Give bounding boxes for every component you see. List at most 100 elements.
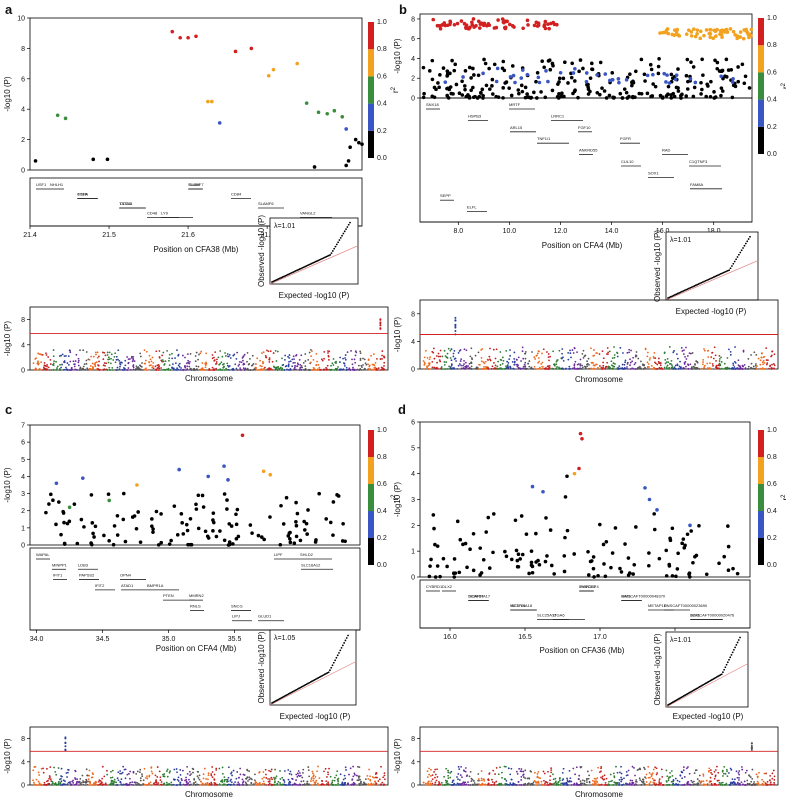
manhattan-point <box>759 363 762 366</box>
manhattan-point <box>117 358 119 361</box>
data-point <box>658 93 663 98</box>
manhattan-point <box>677 783 679 786</box>
data-point <box>430 77 435 82</box>
manhattan-point <box>685 346 687 349</box>
qq-point <box>345 228 347 231</box>
manhattan-point <box>469 355 472 358</box>
manhattan-point <box>94 361 97 364</box>
manhattan-point <box>493 367 496 370</box>
manhattan-point <box>242 367 245 370</box>
manhattan-point <box>333 776 336 779</box>
manhattan-point <box>268 778 271 780</box>
manhattan-point <box>230 781 233 784</box>
data-point <box>481 93 485 98</box>
qq-point <box>678 292 681 294</box>
manhattan-point <box>102 364 105 367</box>
manhattan-point <box>604 782 607 784</box>
manhattan-point <box>768 367 770 370</box>
manhattan-point <box>679 367 682 370</box>
manhattan-point <box>619 346 622 349</box>
manhattan-point <box>55 784 58 786</box>
manhattan-point <box>85 780 88 782</box>
manhattan-point <box>239 368 242 371</box>
manhattan-point <box>160 781 163 783</box>
manhattan-peak-point <box>64 742 67 745</box>
manhattan-point <box>358 784 361 786</box>
manhattan-point <box>481 368 484 370</box>
manhattan-point <box>483 365 485 368</box>
manhattan-point <box>659 364 662 367</box>
manhattan-point <box>84 368 87 371</box>
x-tick-label: 17.0 <box>593 634 607 641</box>
data-point <box>179 512 184 516</box>
manhattan-point <box>152 361 155 364</box>
manhattan-point <box>600 783 602 786</box>
manhattan-point <box>434 773 437 776</box>
data-point <box>601 542 606 547</box>
data-point <box>664 80 668 84</box>
qq-point <box>726 269 729 272</box>
data-point <box>607 93 612 98</box>
manhattan-point <box>275 775 278 778</box>
data-point <box>539 90 543 94</box>
manhattan-frame <box>419 726 779 786</box>
manhattan-point <box>539 777 542 780</box>
manhattan-point <box>312 777 315 780</box>
manhattan-point <box>236 369 239 371</box>
manhattan-point <box>468 775 471 778</box>
manhattan-point <box>546 351 548 353</box>
data-point <box>482 21 487 26</box>
manhattan-point <box>155 779 158 781</box>
manhattan-point <box>626 366 628 368</box>
manhattan-point <box>297 774 300 777</box>
manhattan-point <box>685 365 687 368</box>
x-axis-label: Position on CFA4 (Mb) <box>542 241 623 250</box>
manhattan-point <box>657 357 660 360</box>
manhattan-point <box>132 358 135 361</box>
data-point <box>295 61 299 66</box>
manhattan-point <box>37 363 40 366</box>
manhattan-point <box>658 366 661 369</box>
data-point <box>639 91 644 96</box>
manhattan-point <box>264 366 266 369</box>
manhattan-point <box>306 783 309 786</box>
manhattan-point <box>730 768 733 771</box>
gene-label: CD244 <box>120 201 133 206</box>
manhattan-point <box>119 365 121 368</box>
manhattan-point <box>505 783 508 785</box>
manhattan-point <box>638 767 641 770</box>
manhattan-point <box>726 357 729 359</box>
manhattan-point <box>229 357 232 359</box>
data-point <box>57 500 61 504</box>
manhattan-point <box>176 367 178 370</box>
manhattan-point <box>457 352 460 354</box>
manhattan-point <box>531 367 534 370</box>
manhattan-point <box>270 776 273 779</box>
data-point <box>525 92 529 96</box>
manhattan-point <box>57 780 60 783</box>
manhattan-point <box>146 775 148 778</box>
manhattan-point <box>630 783 632 786</box>
data-point <box>557 76 562 81</box>
manhattan-point <box>83 363 86 366</box>
data-point <box>229 524 234 528</box>
manhattan-point <box>756 365 758 368</box>
manhattan-point <box>470 365 473 368</box>
manhattan-point <box>221 772 224 775</box>
manhattan-point <box>541 361 544 364</box>
manhattan-point <box>593 367 595 370</box>
manhattan-point <box>303 783 306 785</box>
manhattan-point <box>203 767 206 770</box>
qq-point <box>682 290 685 292</box>
manhattan-point <box>124 359 127 362</box>
manhattan-point <box>630 349 632 352</box>
data-point <box>699 80 703 85</box>
manhattan-point <box>737 359 740 362</box>
manhattan-point <box>684 361 687 363</box>
manhattan-point <box>562 778 565 780</box>
manhattan-point <box>573 784 576 786</box>
manhattan-point <box>131 360 134 363</box>
qq-y-label: Observed -log10 (P) <box>653 633 662 705</box>
manhattan-point <box>146 369 148 371</box>
